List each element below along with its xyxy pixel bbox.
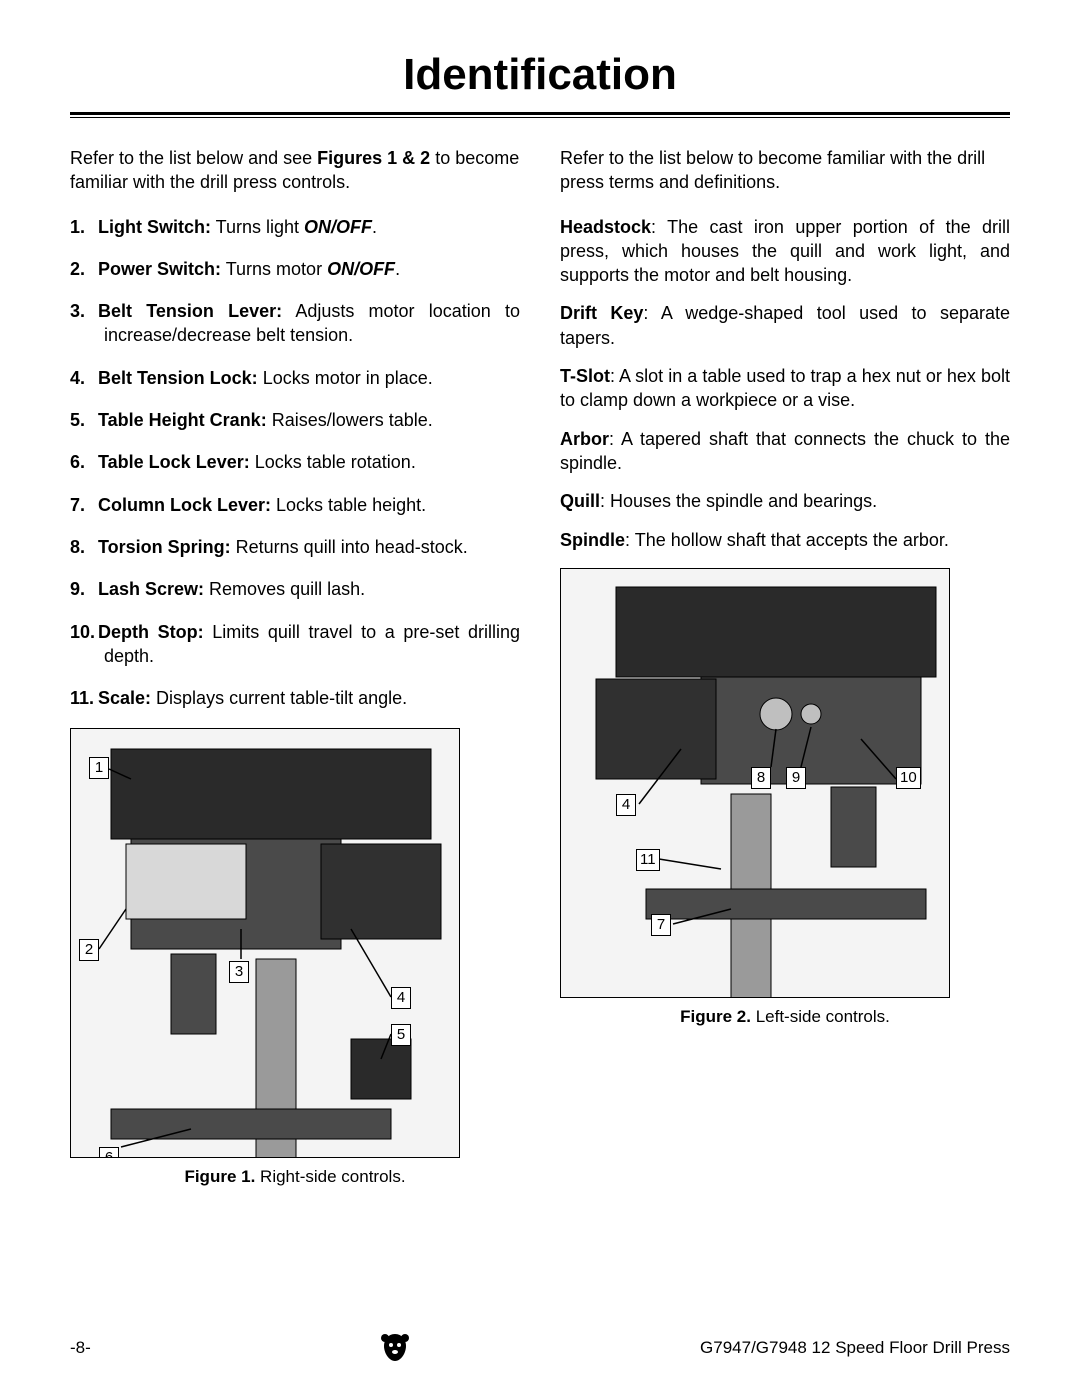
page-footer: -8- G7947/G7948 12 Speed Floor Drill Pre…	[70, 1331, 1010, 1365]
callout-label: 4	[391, 987, 411, 1009]
figure-1-caption: Figure 1. Right-side controls.	[70, 1166, 520, 1189]
control-item: 3.Belt Tension Lever: Adjusts motor loca…	[70, 299, 520, 348]
figure-1: 1 2 3 4 5 6 Figure 1. Right-side controls.	[70, 728, 520, 1189]
control-item: 6.Table Lock Lever: Locks table rotation…	[70, 450, 520, 474]
right-column: Refer to the list below to become famili…	[560, 146, 1010, 1189]
callout-label: 8	[751, 767, 771, 789]
model-info: G7947/G7948 12 Speed Floor Drill Press	[700, 1338, 1010, 1358]
intro-pre: Refer to the list below and see	[70, 148, 317, 168]
figure-1-svg	[71, 729, 460, 1158]
intro-bold: Figures 1 & 2	[317, 148, 430, 168]
callout-label: 4	[616, 794, 636, 816]
def-item: Spindle: The hollow shaft that accepts t…	[560, 528, 1010, 552]
callout-label: 5	[391, 1024, 411, 1046]
control-item: 10.Depth Stop: Limits quill travel to a …	[70, 620, 520, 669]
left-column: Refer to the list below and see Figures …	[70, 146, 520, 1189]
callout-label: 7	[651, 914, 671, 936]
callout-label: 10	[896, 767, 921, 789]
control-item: 8.Torsion Spring: Returns quill into hea…	[70, 535, 520, 559]
control-item: 1.Light Switch: Turns light ON/OFF.	[70, 215, 520, 239]
callout-label: 9	[786, 767, 806, 789]
figure-2-image: 89 10 4 11 7	[560, 568, 950, 998]
right-intro: Refer to the list below to become famili…	[560, 146, 1010, 195]
def-item: Quill: Houses the spindle and bearings.	[560, 489, 1010, 513]
left-intro: Refer to the list below and see Figures …	[70, 146, 520, 195]
page-number: -8-	[70, 1338, 91, 1358]
figure-2: 89 10 4 11 7 Figure 2. Left-side controls.	[560, 568, 1010, 1029]
controls-list: 1.Light Switch: Turns light ON/OFF. 2.Po…	[70, 215, 520, 711]
control-item: 2.Power Switch: Turns motor ON/OFF.	[70, 257, 520, 281]
def-item: Drift Key: A wedge-shaped tool used to s…	[560, 301, 1010, 350]
callout-label: 6	[99, 1147, 119, 1158]
title-rule	[70, 112, 1010, 118]
figure-2-caption: Figure 2. Left-side controls.	[560, 1006, 1010, 1029]
def-item: Arbor: A tapered shaft that connects the…	[560, 427, 1010, 476]
callout-label: 2	[79, 939, 99, 961]
control-item: 4.Belt Tension Lock: Locks motor in plac…	[70, 366, 520, 390]
figure-1-image: 1 2 3 4 5 6	[70, 728, 460, 1158]
callout-label: 11	[636, 849, 660, 871]
callout-label: 3	[229, 961, 249, 983]
def-item: Headstock: The cast iron upper portion o…	[560, 215, 1010, 288]
brand-logo-icon	[378, 1331, 412, 1365]
control-item: 9.Lash Screw: Removes quill lash.	[70, 577, 520, 601]
page-title: Identification	[70, 50, 1010, 100]
content-columns: Refer to the list below and see Figures …	[70, 146, 1010, 1189]
control-item: 7.Column Lock Lever: Locks table height.	[70, 493, 520, 517]
control-item: 5.Table Height Crank: Raises/lowers tabl…	[70, 408, 520, 432]
callout-label: 1	[89, 757, 109, 779]
control-item: 11.Scale: Displays current table-tilt an…	[70, 686, 520, 710]
def-item: T-Slot: A slot in a table used to trap a…	[560, 364, 1010, 413]
